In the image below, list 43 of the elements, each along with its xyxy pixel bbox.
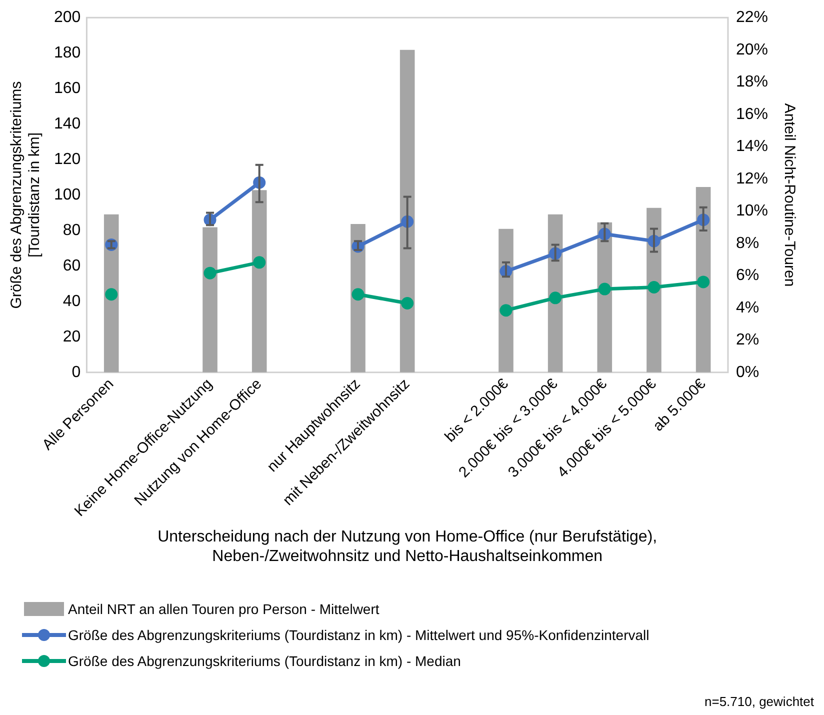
legend-label: Anteil NRT an allen Touren pro Person - Mittelwert: [68, 601, 380, 617]
y-tick-label: 160: [54, 80, 81, 97]
y-tick-label: 100: [54, 186, 81, 204]
point: [697, 276, 710, 288]
y-axis-title: Größe des Abgrenzungskriteriums [Tourdistanz in km]: [8, 81, 44, 309]
y2-tick-label: 16%: [736, 106, 768, 123]
y-tick-label: 120: [54, 150, 81, 168]
text: n=5.710, gewichtet: [704, 694, 814, 709]
y2-tick-label: 0%: [736, 364, 760, 381]
point: [598, 282, 611, 296]
legend-label: Größe des Abgrenzungskriteriums (Tourdistanz in km) - Mittelwert und 95%-Konfidenzintervall: [68, 627, 650, 643]
y2-tick-label: 20%: [736, 41, 768, 58]
point: [204, 266, 216, 280]
point: [648, 281, 660, 294]
y-tick-label: 40: [62, 292, 81, 310]
y-tick-label: 180: [54, 44, 81, 62]
y2-axis-title: Anteil Nicht-Routine-Touren: [780, 103, 798, 287]
y2-tick-label: 2%: [736, 332, 760, 349]
point: [401, 296, 414, 310]
y2-tick-label: 12%: [736, 170, 768, 188]
x-axis-title: Unterscheidung nach der Nutzung von Home-Office (nur Berufstätige), Neben-/Zweitwohnsitz und Netto-Haushaltseinkommen: [158, 528, 658, 565]
point: [253, 256, 266, 269]
bar: [400, 50, 415, 372]
point: [500, 304, 512, 317]
y2-tick-label: 6%: [736, 267, 760, 284]
point: [549, 292, 562, 304]
y2-tick-label: 14%: [736, 138, 768, 156]
y-tick-label: 0: [72, 364, 81, 381]
legend-label: Größe des Abgrenzungskriteriums (Tourdistanz in km) - Median: [68, 653, 461, 669]
bar: [202, 227, 218, 372]
y2-tick-label: 18%: [736, 74, 768, 91]
y-tick-label: 80: [62, 222, 81, 239]
bar: [252, 190, 267, 372]
point: [105, 288, 118, 301]
y-tick-label: 20: [62, 328, 81, 346]
y-tick-label: 140: [54, 115, 81, 132]
point: [352, 288, 364, 301]
y2-tick-label: 8%: [736, 234, 760, 252]
y2-tick-label: 10%: [736, 202, 768, 220]
y2-tick-label: 4%: [736, 299, 760, 316]
y-tick-label: 200: [54, 9, 81, 26]
y2-tick-label: 22%: [736, 9, 768, 26]
y-tick-label: 60: [62, 257, 81, 274]
